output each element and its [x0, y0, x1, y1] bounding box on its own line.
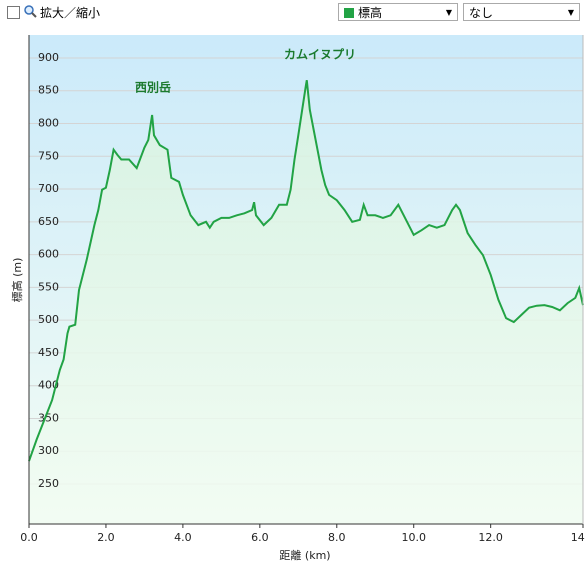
- checkbox[interactable]: [7, 6, 20, 19]
- y-tick-label: 900: [38, 51, 59, 64]
- x-tick-label: 12.0: [478, 531, 503, 544]
- annotation: 西別岳: [135, 80, 171, 95]
- x-tick-label: 14.4: [571, 531, 585, 544]
- line: [28, 80, 584, 462]
- second-select-text: なし: [469, 6, 494, 20]
- y-tick-label: 850: [38, 84, 59, 97]
- second-select[interactable]: なし ▼: [463, 3, 580, 21]
- area: [29, 80, 583, 524]
- x-tick-label: 6.0: [251, 531, 269, 544]
- y-tick-label: 500: [38, 313, 59, 326]
- series-select[interactable]: 標高 ▼: [338, 3, 458, 21]
- x-tick-label: 10.0: [401, 531, 426, 544]
- y-tick-label: 700: [38, 182, 59, 195]
- series-name: 標高: [358, 6, 383, 20]
- y-tick-label: 300: [38, 444, 59, 457]
- x-tick-label: 2.0: [97, 531, 115, 544]
- y-axis-label: 標高 (m): [10, 258, 24, 303]
- zoom-icon: [24, 5, 37, 18]
- y-tick-label: 750: [38, 149, 59, 162]
- y-tick-label: 250: [38, 477, 59, 490]
- annotation: カムイヌプリ: [284, 47, 356, 62]
- y-tick-label: 800: [38, 116, 59, 129]
- y-tick-label: 450: [38, 346, 59, 359]
- series-swatch: [344, 8, 354, 18]
- x-axis-label: 距離 (km): [279, 548, 330, 562]
- y-tick-label: 600: [38, 248, 59, 261]
- y-tick-label: 550: [38, 280, 59, 293]
- x-tick-label: 0.0: [20, 531, 38, 544]
- y-tick-label: 350: [38, 411, 59, 424]
- y-tick-label: 400: [38, 379, 59, 392]
- zoom-label[interactable]: 拡大／縮小: [40, 6, 101, 20]
- x-tick-label: 4.0: [174, 531, 192, 544]
- y-tick-label: 650: [38, 215, 59, 228]
- x-tick-label: 8.0: [328, 531, 346, 544]
